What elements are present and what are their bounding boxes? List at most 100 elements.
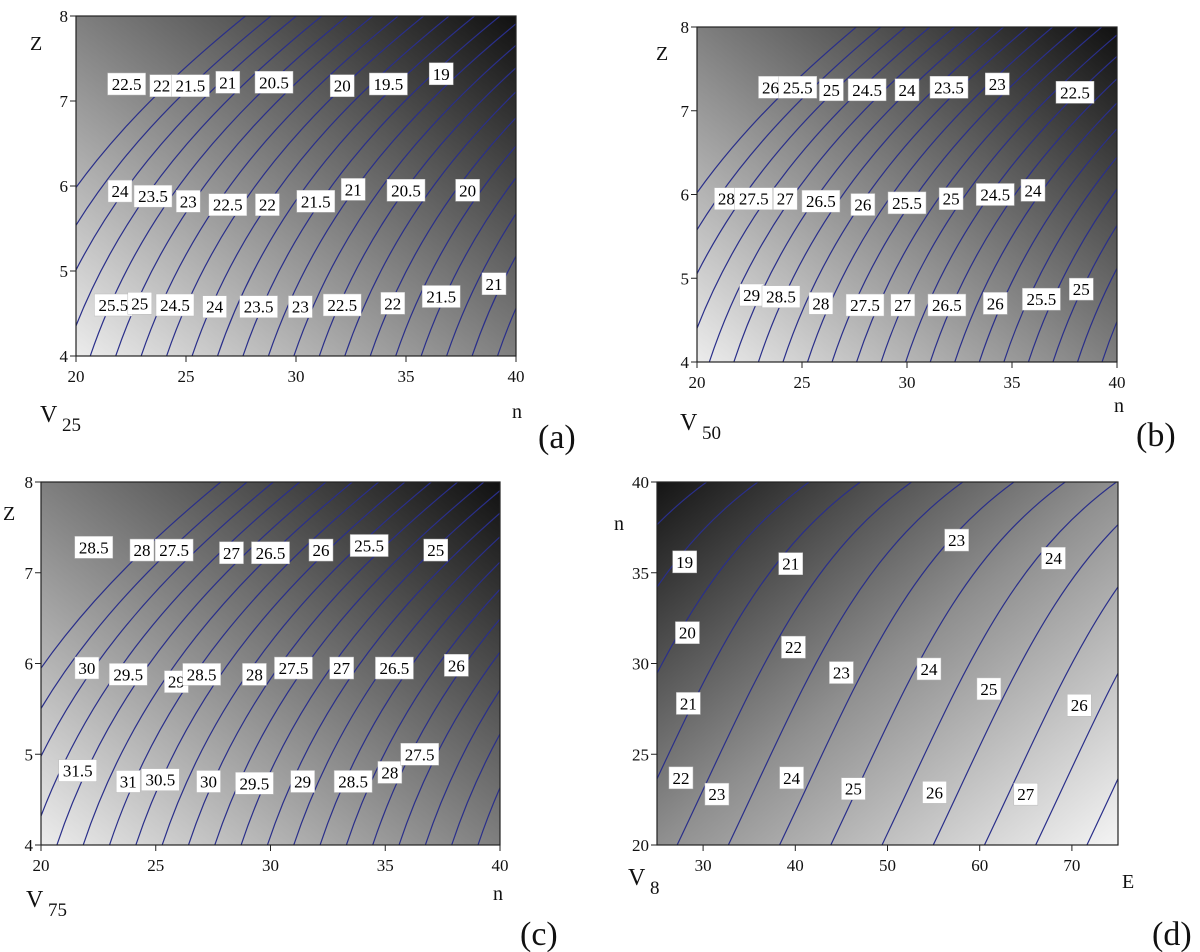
contour-label: 26: [758, 76, 783, 99]
y-tick-label: 8: [25, 473, 34, 492]
contour-label: 28: [714, 187, 739, 210]
contour-label: 28: [129, 538, 155, 562]
contour-label: 20: [455, 179, 480, 202]
contour-label: 21: [778, 552, 803, 575]
contour-label: 21: [215, 71, 241, 94]
contour-label: 21: [481, 272, 507, 295]
contour-label: 24.5: [975, 183, 1015, 206]
svg-text:22: 22: [785, 638, 802, 657]
svg-text:25: 25: [823, 81, 840, 100]
svg-text:29.5: 29.5: [113, 665, 143, 684]
contour-label: 28.5: [333, 770, 373, 793]
svg-text:19: 19: [433, 65, 450, 84]
contour-label: 26.5: [375, 656, 414, 680]
panel-label: (c): [520, 916, 558, 952]
contour-line: [676, 482, 913, 845]
contour-label: 19: [672, 550, 697, 574]
y-tick-label: 25: [632, 745, 649, 764]
contour-label: 26: [444, 654, 469, 677]
x-tick-label: 35: [398, 367, 415, 386]
contour-line: [161, 482, 433, 845]
contour-label: 22: [781, 635, 806, 659]
svg-text:25: 25: [943, 190, 960, 209]
contour-line: [708, 27, 956, 362]
contour-line: [1076, 266, 1117, 362]
y-axis-label: n: [614, 513, 624, 535]
contour-label: 27.5: [154, 538, 194, 562]
svg-text:24: 24: [206, 298, 224, 317]
contour-label: 28: [377, 761, 403, 784]
contour-label: 30.5: [141, 768, 180, 791]
y-tick-label: 35: [632, 564, 649, 583]
svg-text:28.5: 28.5: [338, 772, 368, 791]
svg-text:22: 22: [153, 77, 170, 96]
contour-line: [697, 27, 858, 194]
contour-label: 22: [149, 74, 175, 97]
x-tick-label: 20: [689, 373, 706, 392]
contour-label: 29.5: [108, 663, 148, 686]
svg-text:24.5: 24.5: [160, 296, 190, 315]
x-tick-label: 20: [33, 856, 50, 875]
svg-text:25.5: 25.5: [99, 296, 129, 315]
contour-line: [657, 482, 862, 781]
contour-line: [41, 482, 301, 818]
svg-text:29: 29: [294, 772, 311, 791]
contour-label: 25: [127, 292, 153, 315]
x-tick-label: 50: [879, 856, 896, 875]
variable-label: V: [628, 865, 646, 891]
contour-label: 23: [704, 782, 730, 806]
svg-text:24.5: 24.5: [852, 81, 882, 100]
svg-text:26.5: 26.5: [932, 296, 962, 315]
contour-line: [41, 482, 222, 670]
contour-line: [954, 102, 1117, 362]
contour-label: 23: [829, 661, 854, 684]
svg-text:23.5: 23.5: [244, 298, 274, 317]
variable-subscript: 75: [48, 900, 67, 921]
svg-text:20: 20: [679, 624, 696, 643]
svg-text:27: 27: [223, 544, 241, 563]
contour-label: 26: [1067, 693, 1092, 717]
contour-label: 20.5: [386, 179, 426, 202]
contour-label: 25.5: [1022, 287, 1061, 311]
contour-label: 25.5: [778, 76, 818, 99]
contour-label: 27.5: [734, 187, 773, 210]
x-tick-label: 40: [492, 856, 509, 875]
svg-text:29.5: 29.5: [240, 774, 270, 793]
contour-label: 27: [1013, 782, 1039, 806]
svg-text:21.5: 21.5: [301, 192, 331, 211]
contour-label: 21: [340, 178, 366, 201]
x-tick-label: 60: [971, 856, 988, 875]
contour-label: 19: [428, 62, 454, 86]
contour-label: 27: [329, 656, 354, 680]
contour-line: [1035, 672, 1118, 845]
x-tick-label: 70: [1063, 856, 1080, 875]
svg-text:25: 25: [427, 541, 444, 560]
contour-line: [733, 27, 981, 362]
x-tick-label: 30: [262, 856, 279, 875]
panel-label: (b): [1136, 417, 1176, 454]
panel-label: (d): [1152, 916, 1192, 952]
contour-label: 20: [675, 621, 700, 644]
contour-label: 29: [739, 283, 764, 307]
contour-label: 20.5: [254, 71, 294, 94]
contour-line: [56, 482, 327, 845]
contour-label: 25: [976, 677, 1002, 701]
y-axis-label: Z: [656, 43, 668, 65]
contour-line: [293, 536, 500, 845]
contour-label: 25.5: [94, 293, 133, 317]
svg-text:27: 27: [777, 190, 795, 209]
svg-text:24: 24: [920, 660, 938, 679]
x-tick-label: 40: [787, 856, 804, 875]
contour-label: 25.5: [349, 534, 389, 557]
svg-text:26.5: 26.5: [256, 544, 286, 563]
svg-text:22.5: 22.5: [112, 75, 142, 94]
y-tick-label: 30: [632, 655, 649, 674]
contour-label: 27: [219, 541, 244, 565]
contour-line: [398, 651, 500, 845]
contour-label: 25: [423, 538, 448, 562]
contour-line: [657, 482, 759, 589]
contour-label: 21: [676, 692, 701, 715]
contour-label: 23: [944, 528, 969, 552]
